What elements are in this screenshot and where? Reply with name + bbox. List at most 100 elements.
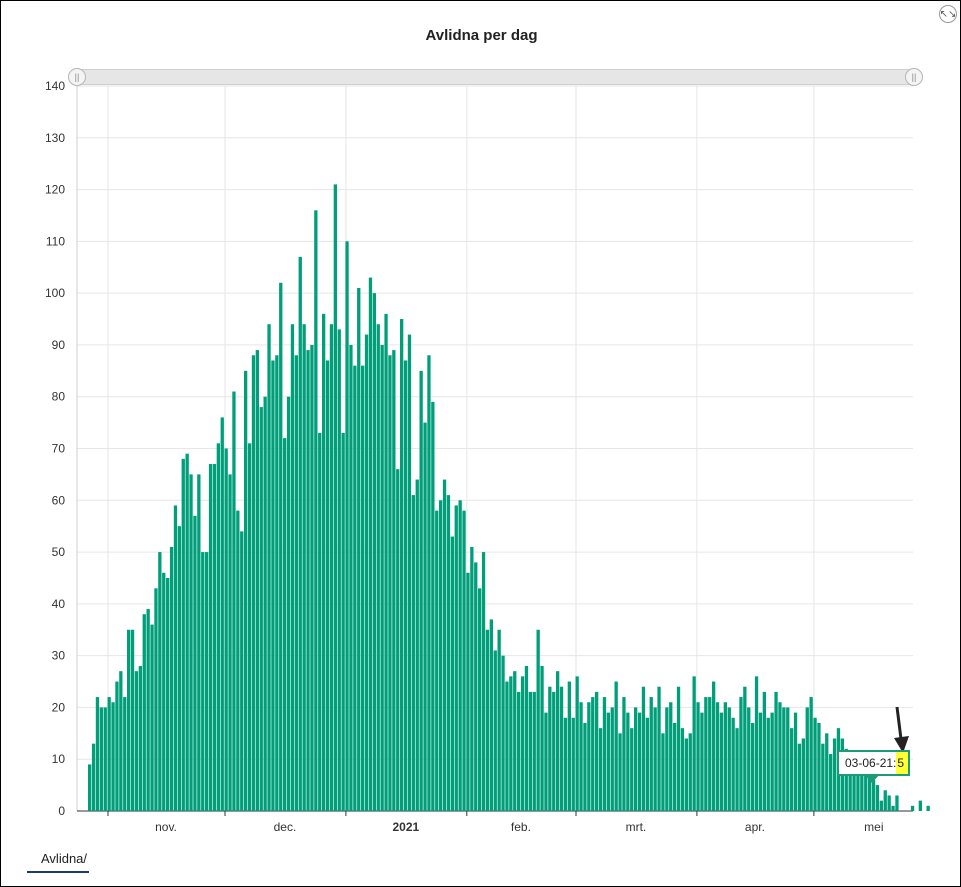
bar[interactable]	[208, 464, 213, 811]
bar[interactable]	[197, 474, 201, 811]
bar[interactable]	[520, 676, 525, 811]
bar[interactable]	[146, 609, 150, 811]
bar[interactable]	[212, 464, 217, 811]
bar[interactable]	[559, 686, 564, 811]
bar[interactable]	[766, 717, 770, 811]
bar[interactable]	[458, 500, 462, 811]
bar[interactable]	[895, 795, 899, 811]
bar[interactable]	[778, 702, 782, 811]
bar[interactable]	[910, 805, 915, 811]
bar[interactable]	[618, 733, 622, 811]
bar[interactable]	[442, 479, 447, 811]
bar[interactable]	[271, 360, 275, 811]
bar[interactable]	[868, 774, 872, 811]
bar[interactable]	[275, 355, 279, 811]
bar[interactable]	[762, 691, 766, 811]
bar[interactable]	[255, 350, 259, 811]
bar[interactable]	[462, 510, 466, 811]
bar[interactable]	[372, 293, 376, 812]
bar[interactable]	[236, 510, 240, 811]
bar[interactable]	[306, 350, 310, 811]
range-slider-handle-left[interactable]: ||	[68, 68, 86, 86]
bar[interactable]	[427, 355, 431, 811]
bar[interactable]	[747, 707, 751, 811]
bar[interactable]	[111, 702, 115, 811]
bar[interactable]	[739, 697, 743, 811]
bar[interactable]	[864, 769, 868, 811]
bar[interactable]	[119, 671, 123, 811]
bar[interactable]	[871, 779, 876, 811]
bar[interactable]	[88, 764, 92, 811]
bar[interactable]	[384, 313, 388, 811]
bar[interactable]	[376, 324, 380, 811]
bar[interactable]	[322, 313, 326, 811]
bar[interactable]	[244, 370, 248, 811]
bar[interactable]	[361, 365, 365, 811]
bar[interactable]	[259, 407, 263, 811]
bar[interactable]	[782, 707, 786, 811]
bar[interactable]	[684, 738, 688, 812]
bar[interactable]	[130, 629, 135, 811]
bar[interactable]	[548, 686, 552, 811]
bar[interactable]	[286, 396, 291, 811]
bar[interactable]	[169, 546, 174, 811]
bar[interactable]	[602, 697, 607, 811]
bar[interactable]	[279, 282, 283, 811]
bar[interactable]	[162, 572, 166, 811]
bar[interactable]	[598, 728, 603, 811]
bar[interactable]	[575, 676, 579, 811]
bar[interactable]	[341, 432, 345, 811]
bar[interactable]	[524, 666, 529, 811]
bar[interactable]	[470, 546, 474, 811]
bar[interactable]	[357, 287, 361, 811]
bar[interactable]	[860, 759, 864, 811]
bar[interactable]	[821, 743, 825, 811]
bar[interactable]	[232, 391, 236, 811]
bar[interactable]	[719, 712, 724, 811]
bar[interactable]	[556, 671, 560, 811]
bar[interactable]	[267, 324, 271, 811]
bar[interactable]	[786, 707, 790, 811]
bar[interactable]	[103, 707, 107, 811]
bar[interactable]	[493, 650, 497, 811]
bar[interactable]	[392, 350, 396, 811]
bar[interactable]	[637, 712, 642, 811]
bar[interactable]	[193, 515, 197, 811]
bar[interactable]	[466, 572, 470, 811]
bar[interactable]	[891, 805, 895, 811]
bar[interactable]	[844, 748, 848, 811]
bar[interactable]	[751, 722, 755, 811]
bar[interactable]	[688, 733, 692, 811]
bar[interactable]	[669, 702, 673, 811]
bar[interactable]	[591, 697, 595, 811]
bar[interactable]	[610, 707, 614, 811]
bar[interactable]	[571, 717, 575, 811]
bar[interactable]	[692, 676, 696, 811]
bar[interactable]	[251, 355, 256, 811]
bar[interactable]	[388, 355, 392, 811]
bar[interactable]	[809, 697, 813, 811]
bar[interactable]	[712, 681, 716, 811]
bar[interactable]	[583, 722, 587, 811]
bar[interactable]	[435, 510, 439, 811]
bar[interactable]	[489, 619, 493, 811]
bar[interactable]	[774, 691, 778, 811]
bar[interactable]	[817, 722, 821, 811]
bar[interactable]	[758, 712, 763, 811]
bar[interactable]	[829, 754, 833, 811]
bar[interactable]	[852, 764, 856, 811]
bar[interactable]	[579, 702, 583, 811]
bar[interactable]	[653, 707, 657, 811]
bar[interactable]	[793, 712, 798, 811]
bar[interactable]	[805, 707, 809, 811]
bar[interactable]	[349, 344, 353, 811]
bar[interactable]	[329, 324, 334, 811]
bar[interactable]	[770, 712, 774, 811]
bar[interactable]	[247, 443, 252, 811]
bar[interactable]	[497, 629, 501, 811]
bar[interactable]	[790, 728, 794, 811]
collapse-icon[interactable]: ↖↘	[939, 5, 957, 23]
bar[interactable]	[411, 495, 415, 811]
bar[interactable]	[544, 712, 548, 811]
bar[interactable]	[325, 360, 330, 811]
